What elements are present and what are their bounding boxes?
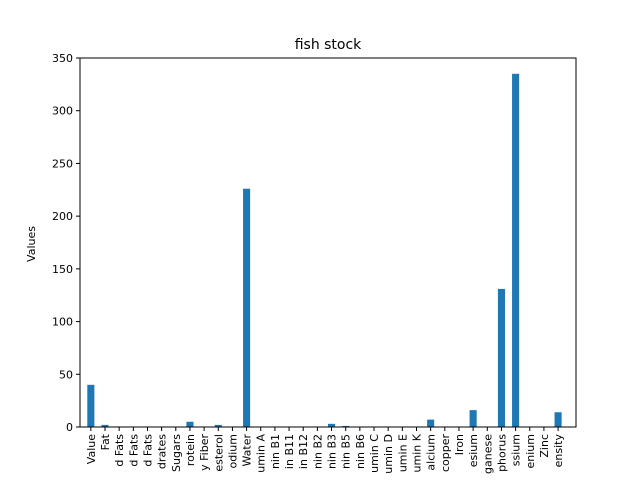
x-tick-label: esium [467, 434, 480, 467]
x-tick-label: nin B3 [326, 434, 339, 469]
x-tick-label: umin K [410, 433, 423, 472]
x-tick-label: ssium [510, 434, 523, 466]
y-tick-label: 150 [52, 263, 73, 276]
x-tick-label: Value [85, 434, 98, 464]
x-tick-label: Water [241, 434, 254, 467]
bar [512, 73, 520, 427]
x-tick-label: ensity [552, 434, 565, 468]
x-tick-label: nin B1 [269, 434, 282, 469]
bar [554, 412, 562, 427]
x-tick-label: phorus [495, 434, 508, 472]
x-tick-label: d Fats [113, 434, 126, 467]
bar [87, 384, 95, 427]
x-tick-label: nin B5 [340, 434, 353, 469]
x-tick-label: Iron [453, 434, 466, 455]
bar [469, 410, 477, 427]
y-tick-label: 100 [52, 316, 73, 329]
x-tick-label: alcium [425, 434, 438, 471]
x-tick-label: umin D [382, 434, 395, 474]
x-tick-label: umin C [368, 434, 381, 473]
x-tick-label: d Fats [127, 434, 140, 467]
x-tick-label: drates [156, 434, 169, 469]
bar [243, 188, 251, 427]
x-tick-label: umin E [396, 434, 409, 472]
x-tick-label: Sugars [170, 434, 183, 472]
bar [427, 419, 435, 427]
x-tick-label: umin A [255, 434, 268, 473]
bar [186, 421, 194, 427]
x-tick-label: in B12 [297, 434, 310, 469]
bar [214, 424, 222, 427]
plot-frame [79, 57, 577, 428]
x-tick-label: Zinc [538, 434, 551, 458]
bars-group [87, 73, 562, 427]
x-tick-label: rotein [184, 434, 197, 466]
bar [342, 425, 350, 427]
x-tick-label: enium [524, 434, 537, 468]
y-tick-label: 50 [59, 368, 73, 381]
x-tick-label: in B11 [283, 434, 296, 469]
bar [101, 424, 109, 427]
bar [328, 423, 336, 427]
x-tick-label: copper [439, 434, 452, 473]
bar [497, 288, 505, 427]
y-tick-label: 200 [52, 210, 73, 223]
y-ticks-group: 0 50 100 150 200 250 300 350 [52, 52, 80, 434]
x-tick-label: nin B6 [354, 434, 367, 469]
y-tick-label: 0 [66, 421, 73, 434]
x-tick-label: esterol [212, 434, 225, 472]
x-tick-label: odium [226, 434, 239, 468]
x-ticks-group: Value Fat d Fats d Fats d Fats drates Sugars ro… [85, 427, 565, 474]
y-tick-label: 300 [52, 105, 73, 118]
x-tick-label: Fat [99, 433, 112, 450]
y-tick-label: 250 [52, 157, 73, 170]
y-tick-label: 350 [52, 52, 73, 65]
y-axis-label: Values [25, 226, 38, 262]
x-tick-label: ganese [481, 434, 494, 474]
chart-title: fish stock [295, 37, 362, 53]
x-tick-label: y Fiber [198, 434, 211, 471]
x-tick-label: d Fats [141, 434, 154, 467]
x-tick-label: nin B2 [311, 434, 324, 469]
